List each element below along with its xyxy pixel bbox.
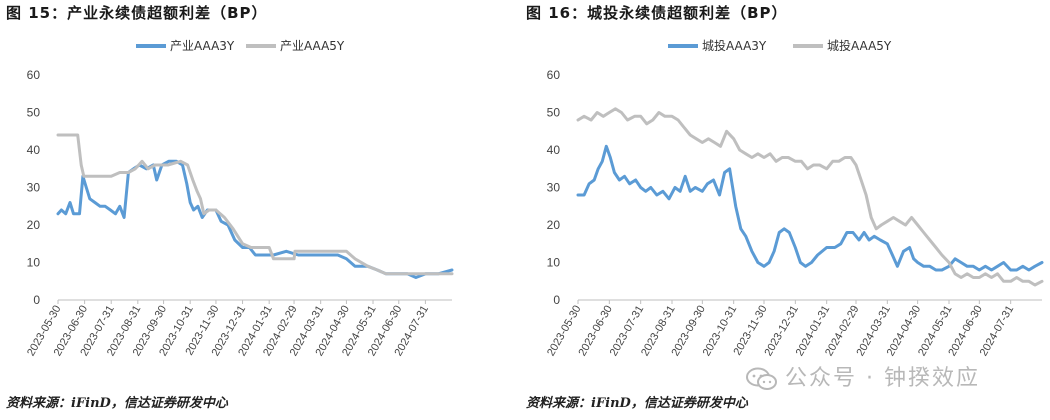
source-note: 资料来源：iFinD，信达证券研发中心 bbox=[526, 396, 748, 411]
y-tick-label: 50 bbox=[27, 106, 41, 120]
source-note: 资料来源：iFinD，信达证券研发中心 bbox=[6, 396, 228, 411]
chart-svg-industrial: 01020304050602023-05-302023-06-302023-07… bbox=[25, 39, 454, 358]
y-tick-label: 30 bbox=[27, 181, 41, 195]
legend-label: 城投AAA5Y bbox=[827, 38, 892, 53]
chart-panel-industrial: 图 15：产业永续债超额利差（BP） 0 10 20 30 40 50 60 2023-05-… bbox=[0, 0, 520, 420]
series-line bbox=[56, 133, 454, 276]
watermark-text: 公众号 · 钟揆效应 bbox=[785, 366, 980, 391]
chart-panel-chengtou: 图 16：城投永续债超额利差（BP） 0 10 20 30 40 50 60 2023-05-… bbox=[520, 0, 1050, 420]
chart-title: 图 16：城投永续债超额利差（BP） bbox=[526, 4, 788, 22]
series-line bbox=[576, 144, 1044, 272]
y-tick-label: 60 bbox=[547, 68, 561, 82]
watermark: 公众号 · 钟揆效应 bbox=[745, 360, 980, 392]
y-tick-label: 0 bbox=[553, 293, 560, 307]
series-line bbox=[576, 107, 1044, 287]
y-tick-label: 10 bbox=[547, 256, 561, 270]
legend-label: 产业AAA3Y bbox=[170, 39, 235, 53]
legend-label: 城投AAA3Y bbox=[702, 38, 767, 53]
y-tick-label: 20 bbox=[27, 218, 41, 232]
y-tick-label: 40 bbox=[27, 143, 41, 157]
y-tick-label: 60 bbox=[27, 68, 41, 82]
wechat-icon bbox=[746, 367, 777, 390]
legend-label: 产业AAA5Y bbox=[280, 39, 345, 53]
y-tick-label: 50 bbox=[547, 106, 561, 120]
y-tick-label: 20 bbox=[547, 218, 561, 232]
y-tick-label: 10 bbox=[27, 256, 41, 270]
series-line bbox=[56, 159, 454, 279]
y-tick-label: 30 bbox=[547, 181, 561, 195]
y-tick-label: 40 bbox=[547, 143, 561, 157]
y-tick-label: 0 bbox=[33, 293, 40, 307]
chart-svg-chengtou: 01020304050602023-05-302023-06-302023-07… bbox=[545, 38, 1044, 358]
chart-title: 图 15：产业永续债超额利差（BP） bbox=[6, 4, 268, 22]
